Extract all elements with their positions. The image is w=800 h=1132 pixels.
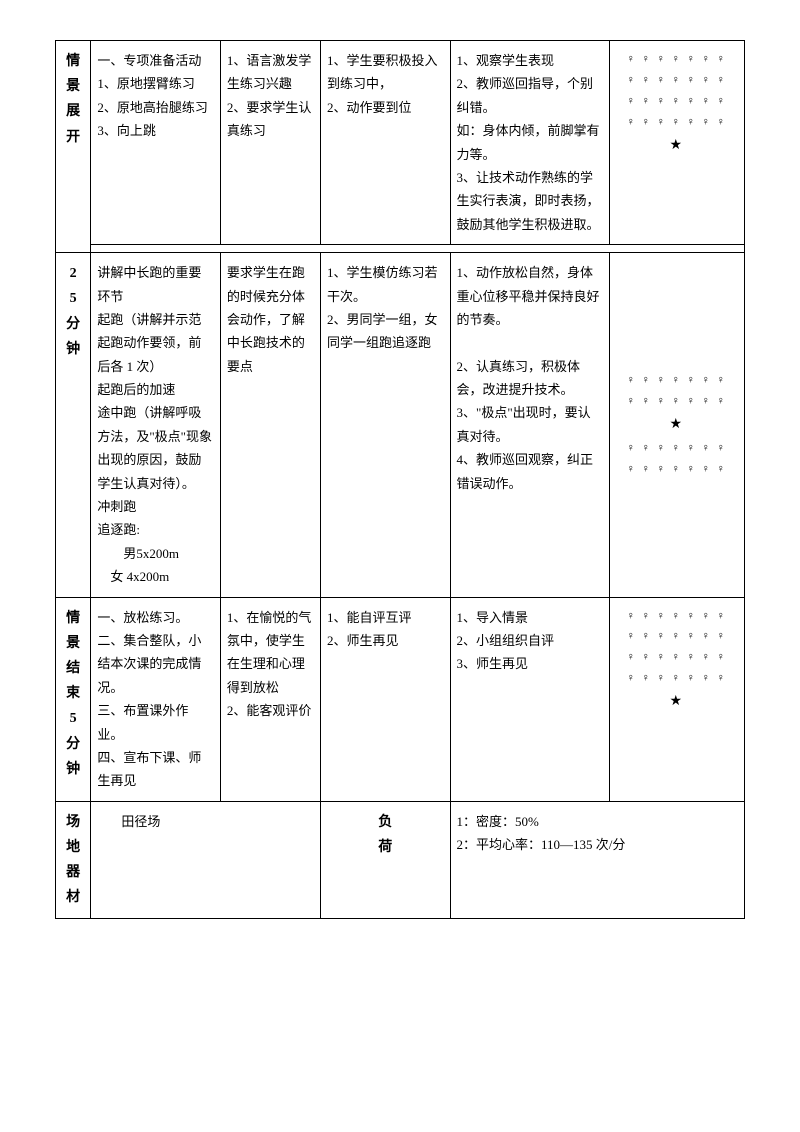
table-row: 情景展开 一、专项准备活动1、原地摆臂练习2、原地高抬腿练习3、向上跳 1、语言… — [56, 41, 745, 245]
formation-diagram: ♀ ♀ ♀ ♀ ♀ ♀ ♀♀ ♀ ♀ ♀ ♀ ♀ ♀♀ ♀ ♀ ♀ ♀ ♀ ♀♀… — [609, 597, 744, 801]
formation-diagram: ♀ ♀ ♀ ♀ ♀ ♀ ♀♀ ♀ ♀ ♀ ♀ ♀ ♀★♀ ♀ ♀ ♀ ♀ ♀ ♀… — [609, 253, 744, 597]
load-content: 1：密度：50%2：平均心率：110—135 次/分 — [450, 801, 744, 919]
venue-header: 场地器材 — [56, 801, 91, 919]
table-row: 情景结束5分钟 一、放松练习。二、集合整队，小结本次课的完成情况。三、布置课外作… — [56, 597, 745, 801]
table-row: 场地器材 田径场 负荷 1：密度：50%2：平均心率：110—135 次/分 — [56, 801, 745, 919]
activity-content: 一、专项准备活动1、原地摆臂练习2、原地高抬腿练习3、向上跳 — [91, 41, 221, 245]
section-header-1: 情景展开 — [56, 41, 91, 253]
activity-content: 一、放松练习。二、集合整队，小结本次课的完成情况。三、布置课外作业。四、宣布下课… — [91, 597, 221, 801]
table-row: 25分钟 讲解中长跑的重要环节起跑（讲解并示范起跑动作要领，前后各 1 次）起跑… — [56, 253, 745, 597]
spacer-row — [91, 245, 745, 253]
student-activity: 1、能自评互评2、师生再见 — [320, 597, 450, 801]
organization-method: 1、动作放松自然，身体重心位移平稳并保持良好的节奏。2、认真练习，积极体会，改进… — [450, 253, 609, 597]
teaching-method: 1、语言激发学生练习兴趣2、要求学生认真练习 — [220, 41, 320, 245]
teaching-method: 要求学生在跑的时候充分体会动作，了解中长跑技术的要点 — [220, 253, 320, 597]
load-header: 负荷 — [320, 801, 450, 919]
lesson-plan-table: 情景展开 一、专项准备活动1、原地摆臂练习2、原地高抬腿练习3、向上跳 1、语言… — [55, 40, 745, 919]
teaching-method: 1、在愉悦的气氛中，使学生在生理和心理得到放松2、能客观评价 — [220, 597, 320, 801]
venue-content: 田径场 — [91, 801, 321, 919]
student-activity: 1、学生要积极投入到练习中，2、动作要到位 — [320, 41, 450, 245]
organization-method: 1、观察学生表现2、教师巡回指导，个别纠错。如：身体内倾，前脚掌有力等。3、让技… — [450, 41, 609, 245]
section-header-2: 25分钟 — [56, 253, 91, 597]
formation-diagram: ♀ ♀ ♀ ♀ ♀ ♀ ♀♀ ♀ ♀ ♀ ♀ ♀ ♀♀ ♀ ♀ ♀ ♀ ♀ ♀♀… — [609, 41, 744, 245]
activity-content: 讲解中长跑的重要环节起跑（讲解并示范起跑动作要领，前后各 1 次）起跑后的加速途… — [91, 253, 221, 597]
student-activity: 1、学生模仿练习若干次。2、男同学一组，女同学一组跑追逐跑 — [320, 253, 450, 597]
section-header-3: 情景结束5分钟 — [56, 597, 91, 801]
table-row — [56, 245, 745, 253]
organization-method: 1、导入情景2、小组组织自评3、师生再见 — [450, 597, 609, 801]
